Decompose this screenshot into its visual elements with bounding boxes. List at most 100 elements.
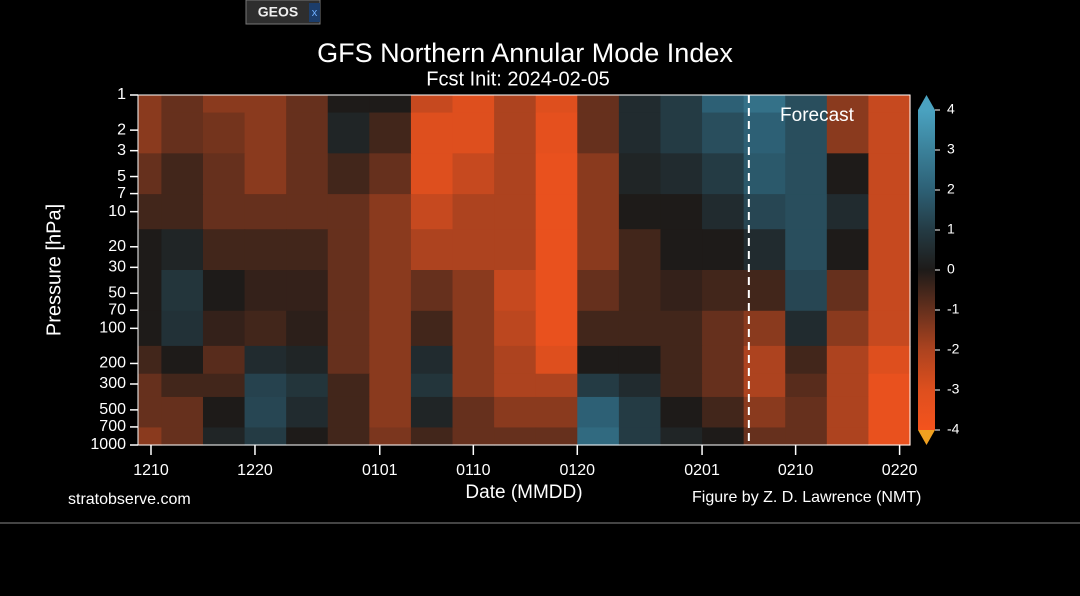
tab-title[interactable]: GEOS: [258, 4, 298, 20]
field-cell: [660, 95, 703, 114]
field-cell: [535, 112, 578, 154]
tab-close[interactable]: x: [312, 7, 318, 19]
field-cell: [743, 194, 786, 230]
field-cell: [826, 194, 870, 230]
field-cell: [785, 112, 828, 154]
field-cell: [868, 345, 911, 375]
field-cell: [660, 270, 703, 312]
field-cell: [138, 112, 162, 154]
colorbar-extend-min: [918, 430, 935, 445]
field-cell: [161, 345, 204, 375]
field-cell: [244, 194, 287, 230]
field-cell: [618, 229, 662, 271]
tab-background[interactable]: [245, 0, 321, 25]
field-cell: [743, 427, 786, 446]
y-tick-label: 100: [99, 320, 126, 337]
field-cell: [660, 373, 703, 398]
field-cell: [868, 427, 911, 446]
x-tick-label: 0220: [882, 462, 918, 479]
field-cell: [161, 153, 204, 195]
field-cell: [577, 427, 620, 446]
field-cell: [161, 373, 204, 398]
field-cell: [577, 270, 620, 312]
field-cell: [743, 153, 786, 195]
field-cell: [161, 270, 204, 312]
field-cell: [369, 95, 412, 114]
field-cell: [785, 95, 828, 114]
tab[interactable]: GEOS x: [245, 0, 321, 25]
field-cell: [327, 95, 370, 114]
field-cell: [244, 345, 287, 375]
field-cell: [138, 229, 162, 271]
x-tick-label: 0120: [559, 462, 595, 479]
chart-subtitle: Fcst Init: 2024-02-05: [426, 68, 609, 90]
field-cell: [138, 345, 162, 375]
field-cell: [244, 112, 287, 154]
field-cell: [202, 270, 246, 312]
colorbar-tick-label: 1: [947, 221, 955, 237]
field-cell: [410, 153, 454, 195]
field-cell: [244, 310, 287, 347]
y-axis-label: Pressure [hPa]: [43, 204, 65, 336]
field-cell: [702, 427, 745, 446]
field-cell: [618, 373, 662, 398]
field-cell: [161, 396, 204, 429]
field-cell: [868, 95, 911, 114]
field-cell: [494, 396, 537, 429]
field-cell: [286, 270, 329, 312]
field-cell: [535, 95, 578, 114]
y-tick-label: 70: [108, 301, 126, 318]
field-cell: [286, 229, 329, 271]
field-cell: [452, 153, 495, 195]
field-cell: [494, 95, 537, 114]
field-cell: [244, 229, 287, 271]
field-cell: [743, 112, 786, 154]
field-cell: [826, 310, 870, 347]
field-cell: [202, 194, 246, 230]
field-cell: [202, 153, 246, 195]
x-tick-label: 0201: [684, 462, 720, 479]
field-cell: [702, 95, 745, 114]
colorbar-tick-label: -4: [947, 421, 960, 437]
field-cell: [660, 427, 703, 446]
field-cell: [369, 270, 412, 312]
x-tick-label: 1220: [237, 462, 273, 479]
tab-close-button[interactable]: [309, 3, 320, 22]
field-cell: [138, 270, 162, 312]
field-cell: [327, 153, 370, 195]
field-cell: [494, 153, 537, 195]
field-cell: [202, 427, 246, 446]
field-cell: [138, 427, 162, 446]
field-cell: [785, 229, 828, 271]
field-cell: [494, 310, 537, 347]
field-cell: [743, 270, 786, 312]
field-cell: [660, 310, 703, 347]
colorbar-tick-label: -1: [947, 301, 960, 317]
x-tick-label: 0101: [362, 462, 398, 479]
field-cell: [702, 270, 745, 312]
field-cell: [327, 310, 370, 347]
field-cell: [494, 112, 537, 154]
y-tick-label: 20: [108, 238, 126, 255]
colorbar-tick-label: 3: [947, 141, 955, 157]
field-cell: [535, 396, 578, 429]
colorbar-extend-max: [918, 95, 935, 110]
field-cell: [410, 427, 454, 446]
field-cell: [244, 373, 287, 398]
credit: Figure by Z. D. Lawrence (NMT): [692, 489, 921, 506]
field-cell: [618, 194, 662, 230]
field-cell: [452, 112, 495, 154]
field-cell: [410, 310, 454, 347]
field-cell: [452, 396, 495, 429]
field-cell: [618, 310, 662, 347]
field-cell: [138, 95, 162, 114]
field-cell: [369, 310, 412, 347]
field-cell: [868, 229, 911, 271]
field-cell: [868, 153, 911, 195]
field-cell: [369, 194, 412, 230]
field-cell: [785, 270, 828, 312]
y-tick-label: 1000: [90, 436, 126, 453]
x-tick-label: 1210: [133, 462, 169, 479]
y-tick-label: 3: [117, 142, 126, 159]
